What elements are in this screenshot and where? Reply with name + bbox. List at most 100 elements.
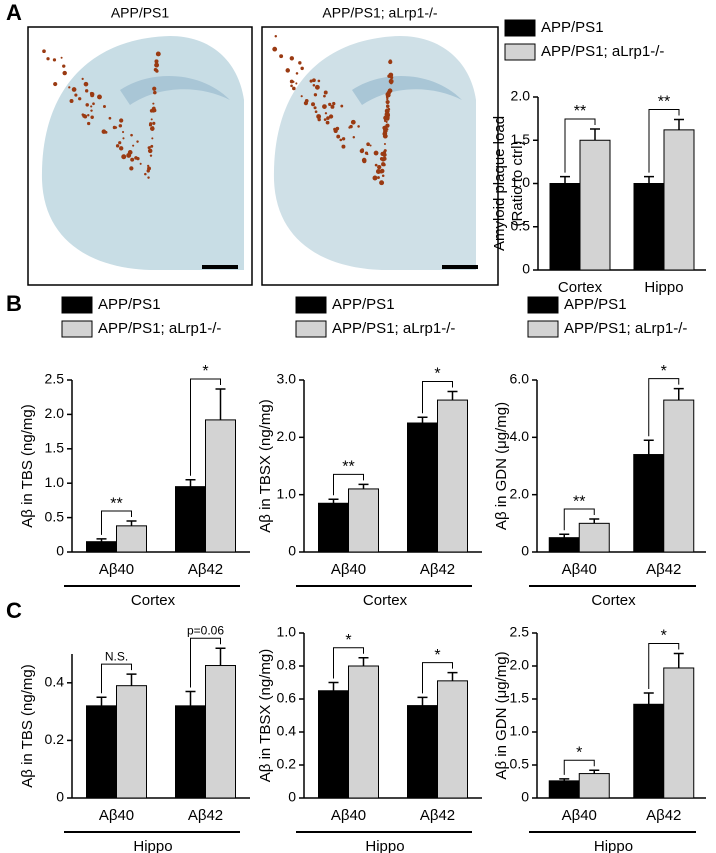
plaque — [121, 154, 127, 160]
plaque — [383, 119, 387, 123]
plaque — [272, 46, 278, 52]
image-label: APP/PS1; aLrp1-/- — [322, 5, 438, 21]
plaque — [149, 154, 153, 157]
y-tick-label: 0.5 — [511, 217, 531, 233]
group-label: Cortex — [591, 592, 636, 609]
error-bar — [328, 681, 339, 691]
plaque — [126, 152, 132, 158]
plaque — [148, 123, 153, 127]
plaque — [78, 97, 82, 101]
plaque — [317, 79, 321, 83]
plaque — [366, 153, 369, 156]
bar — [116, 685, 147, 799]
plaque — [383, 142, 386, 145]
plaque — [388, 72, 394, 78]
y-tick-label: 0 — [521, 789, 529, 805]
error-bar — [673, 652, 684, 668]
bar — [175, 486, 206, 553]
plaque — [381, 174, 385, 178]
y-axis-label: Aβ in TBS (ng/mg) — [19, 404, 36, 527]
plaque — [332, 101, 336, 106]
y-tick-label: 6.0 — [510, 371, 530, 387]
y-tick-label: 2.5 — [45, 371, 65, 387]
bar — [437, 680, 468, 799]
y-tick-label: 3.0 — [277, 371, 297, 387]
y-tick-label: 2.0 — [277, 428, 297, 444]
legend-label: APP/PS1 — [541, 19, 604, 36]
group-label: Hippo — [594, 838, 633, 853]
plaque — [289, 56, 295, 61]
plaque — [121, 130, 125, 134]
x-tick-label: Aβ40 — [331, 561, 366, 578]
annotation: ** — [110, 495, 122, 512]
x-tick-label: Aβ40 — [562, 807, 597, 824]
legend-swatch — [527, 320, 559, 338]
plaque — [152, 86, 157, 91]
plaque — [388, 59, 392, 63]
plaque — [289, 79, 294, 84]
plaque — [326, 116, 330, 120]
plaque — [385, 120, 388, 123]
plaque — [314, 84, 320, 90]
error-bar — [126, 520, 137, 526]
error-bar — [559, 533, 570, 538]
error-bar — [447, 390, 458, 401]
plaque — [366, 142, 370, 147]
significance-bracket — [333, 647, 364, 679]
plaque — [372, 175, 378, 181]
plaque — [147, 176, 150, 179]
y-tick-label: 1.5 — [45, 440, 65, 456]
annotation: ** — [574, 103, 586, 120]
plaque — [300, 95, 303, 98]
group-label: Hippo — [133, 838, 172, 853]
plaque — [328, 114, 334, 119]
plaque — [380, 151, 385, 156]
y-tick-label: 2.0 — [45, 405, 65, 421]
y-tick-label: 2.0 — [511, 88, 531, 104]
plaque — [323, 94, 326, 98]
y-tick-label: 0 — [288, 789, 296, 805]
error-bar — [215, 647, 226, 666]
annotation: * — [576, 744, 582, 761]
legend-label: APP/PS1; aLrp1-/- — [564, 320, 687, 337]
plaque — [97, 94, 102, 100]
image-label: APP/PS1 — [111, 5, 170, 21]
plaque — [383, 115, 389, 121]
plaque — [108, 116, 112, 120]
plaque — [290, 84, 293, 88]
plaque — [83, 81, 89, 87]
plaque — [152, 121, 156, 125]
plaque — [373, 150, 379, 156]
y-tick-label: 0 — [288, 543, 296, 559]
plaque — [379, 180, 385, 186]
group-label: Hippo — [365, 838, 404, 853]
plaque — [386, 112, 390, 116]
plaques — [42, 35, 394, 186]
y-tick-label: 0 — [521, 543, 529, 559]
annotation: ** — [342, 459, 354, 476]
y-tick-label: 1.0 — [277, 485, 297, 501]
plaque — [150, 118, 153, 121]
y-tick-label: 1.5 — [511, 131, 531, 147]
y-axis-label: (Ratio to ctrl) — [509, 141, 526, 227]
y-tick-label: 1.0 — [511, 174, 531, 190]
error-bar — [417, 696, 428, 706]
plaque — [87, 121, 91, 126]
legend-label: APP/PS1; aLrp1-/- — [98, 320, 221, 337]
y-tick-label: 0.2 — [277, 756, 297, 772]
plaque — [62, 64, 66, 68]
bar — [318, 502, 349, 553]
x-tick-label: Aβ42 — [188, 807, 223, 824]
legend-label: APP/PS1; aLrp1-/- — [541, 43, 664, 60]
x-tick-label: Aβ40 — [331, 807, 366, 824]
y-tick-label: 0.4 — [45, 674, 65, 690]
plaque — [285, 68, 290, 73]
plaque — [119, 118, 124, 123]
plaque — [147, 146, 151, 150]
legend-swatch — [504, 43, 536, 61]
plaque — [348, 126, 351, 129]
plaque — [352, 136, 356, 139]
plaque — [153, 90, 157, 95]
error-bar — [590, 128, 600, 141]
panel-label: A — [6, 0, 22, 25]
